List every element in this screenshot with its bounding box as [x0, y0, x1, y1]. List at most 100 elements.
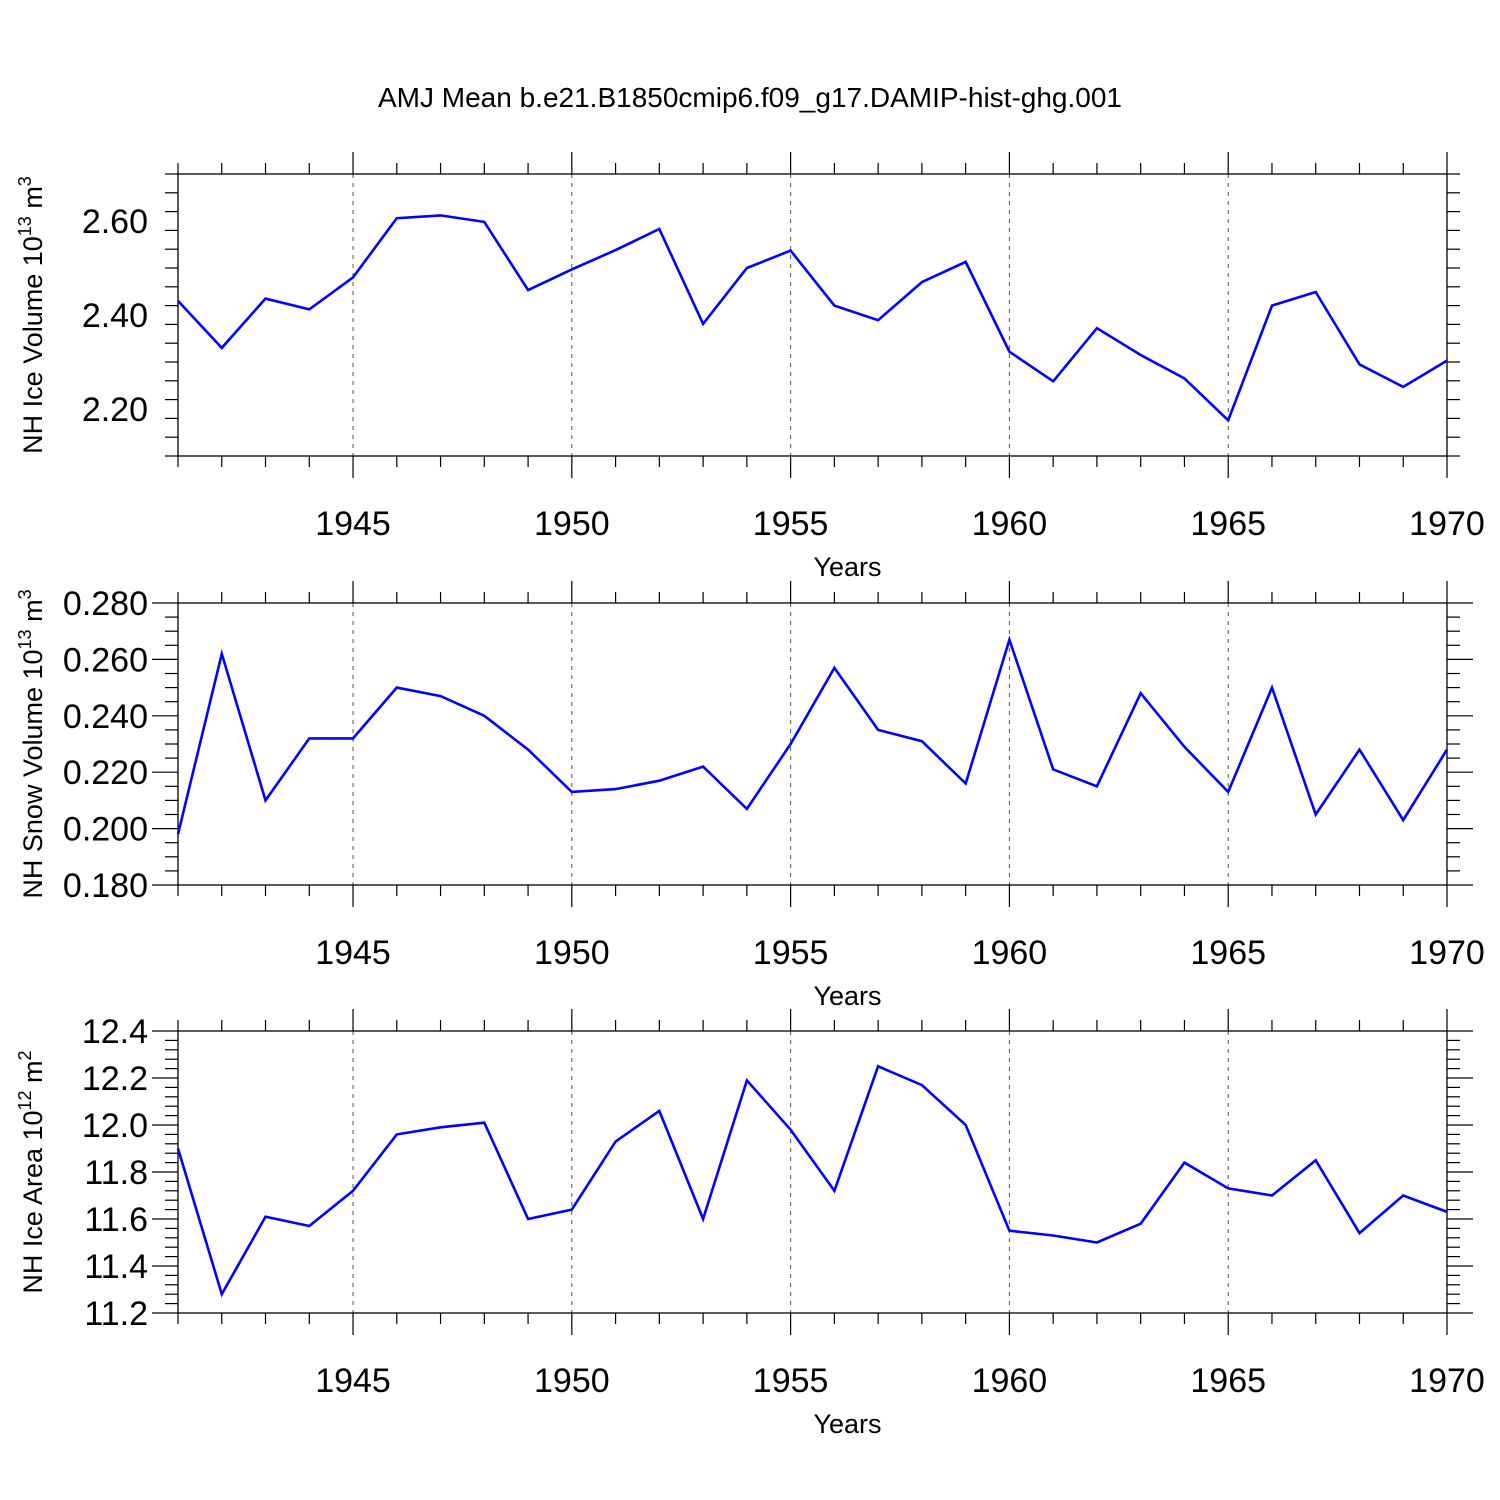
- ice-volume-data-point: [1314, 290, 1318, 294]
- ice-volume-data-point: [614, 248, 618, 252]
- snow-volume-data-point: [1445, 748, 1449, 752]
- x-tick-label: 1950: [534, 934, 610, 972]
- ice-area-data-point: [176, 1147, 180, 1151]
- ice-area-data-point: [1007, 1229, 1011, 1233]
- snow-volume-data-point: [745, 807, 749, 811]
- x-tick-label: 1970: [1409, 934, 1485, 972]
- ice-area-panel: 11.2 11.4 11.6 11.8 12.0 12.2 12.4 1945 1950 1955…: [15, 1009, 1485, 1439]
- plot-frame: [177, 173, 1448, 457]
- ice-area-data-point: [220, 1292, 224, 1296]
- ice-area-data-point: [439, 1125, 443, 1129]
- ice-area-data-point: [657, 1109, 661, 1113]
- ice-volume-data-point: [745, 266, 749, 270]
- snow-volume-panel: 0.180 0.200 0.220 0.240 0.260 0.280 1945 1950 19…: [15, 581, 1485, 1011]
- ice-area-data-point: [264, 1215, 268, 1219]
- snow-volume-data-point: [307, 736, 311, 740]
- ice-area-data-point: [1226, 1186, 1230, 1190]
- snow-volume-data-point: [1270, 686, 1274, 690]
- ice-area-data-point: [1182, 1161, 1186, 1165]
- ice-volume-data-point: [1357, 362, 1361, 366]
- snow-volume-data-point: [1226, 790, 1230, 794]
- snow-volume-data-point: [570, 790, 574, 794]
- ice-volume-data-point: [964, 260, 968, 264]
- ice-volume-data-point: [832, 304, 836, 308]
- ice-volume-series-line: [177, 214, 1448, 423]
- snow-volume-data-point: [964, 781, 968, 785]
- snow-volume-data-point: [176, 832, 180, 836]
- ice-area-data-point: [1095, 1241, 1099, 1245]
- plot-frame: [177, 1030, 1448, 1314]
- ice-volume-data-point: [395, 216, 399, 220]
- snow-volume-data-point: [264, 798, 268, 802]
- ice-area-data-point: [570, 1208, 574, 1212]
- ice-area-data-point: [307, 1224, 311, 1228]
- y-tick-label: 0.220: [63, 754, 148, 792]
- ice-area-data-point: [351, 1189, 355, 1193]
- x-tick-label: 1965: [1190, 934, 1266, 972]
- snow-volume-data-point: [1401, 818, 1405, 822]
- y-axis-title: NH Ice Area 1012 m2: [15, 1050, 48, 1293]
- x-tick-label: 1950: [534, 1362, 610, 1400]
- ice-volume-data-point: [1051, 379, 1055, 383]
- y-tick-label: 0.280: [63, 585, 148, 623]
- ice-area-data-point: [1139, 1222, 1143, 1226]
- x-tick-label: 1945: [315, 934, 391, 972]
- ice-area-data-point: [526, 1217, 530, 1221]
- y-tick-label: 2.40: [82, 297, 148, 335]
- snow-volume-data-point: [526, 748, 530, 752]
- ice-volume-data-point: [657, 227, 661, 231]
- ice-volume-data-point: [351, 275, 355, 279]
- ice-area-data-point: [832, 1189, 836, 1193]
- ice-area-data-point: [395, 1132, 399, 1136]
- x-tick-label: 1970: [1409, 505, 1485, 543]
- y-tick-label: 12.2: [82, 1060, 148, 1098]
- ice-volume-data-point: [1182, 376, 1186, 380]
- ice-volume-data-point: [570, 267, 574, 271]
- ice-volume-data-point: [1095, 326, 1099, 330]
- ice-area-data-point: [1270, 1194, 1274, 1198]
- x-axis-title: Years: [813, 1409, 881, 1439]
- ice-volume-data-point: [1226, 418, 1230, 422]
- ice-area-data-point: [1445, 1210, 1449, 1214]
- ice-volume-data-point: [176, 299, 180, 303]
- y-tick-label: 11.4: [84, 1248, 148, 1286]
- plot-frame: [177, 602, 1448, 886]
- ice-volume-data-point: [264, 297, 268, 301]
- snow-volume-data-point: [1051, 767, 1055, 771]
- ice-volume-data-point: [789, 249, 793, 253]
- x-tick-label: 1960: [972, 934, 1048, 972]
- x-tick-label: 1950: [534, 505, 610, 543]
- snow-volume-data-point: [876, 728, 880, 732]
- snow-volume-data-point: [482, 714, 486, 718]
- ice-area-data-point: [876, 1064, 880, 1068]
- snow-volume-data-point: [220, 652, 224, 656]
- ice-volume-data-point: [482, 220, 486, 224]
- ice-volume-panel: 2.20 2.40 2.60 1945 1950 1955 1960 1965 1970 Year…: [15, 152, 1485, 582]
- y-axis-title: NH Snow Volume 1013 m3: [15, 589, 48, 898]
- snow-volume-data-point: [789, 742, 793, 746]
- x-axis-title: Years: [813, 552, 881, 582]
- ice-area-data-point: [1051, 1233, 1055, 1237]
- x-tick-label: 1955: [753, 934, 829, 972]
- ice-volume-data-point: [439, 213, 443, 217]
- y-tick-label: 11.6: [84, 1201, 148, 1239]
- ice-area-data-point: [482, 1121, 486, 1125]
- snow-volume-data-point: [614, 787, 618, 791]
- x-tick-label: 1965: [1190, 505, 1266, 543]
- ice-area-data-point: [745, 1078, 749, 1082]
- snow-volume-data-point: [439, 694, 443, 698]
- ice-volume-data-point: [1007, 350, 1011, 354]
- y-tick-label: 12.0: [82, 1107, 148, 1145]
- x-tick-label: 1960: [972, 1362, 1048, 1400]
- snow-volume-data-point: [395, 686, 399, 690]
- ice-volume-data-point: [1270, 304, 1274, 308]
- snow-volume-data-point: [832, 666, 836, 670]
- snow-volume-data-point: [920, 739, 924, 743]
- y-tick-label: 0.260: [63, 641, 148, 679]
- ice-area-data-point: [1314, 1158, 1318, 1162]
- ice-area-data-point: [964, 1123, 968, 1127]
- ice-area-data-point: [701, 1217, 705, 1221]
- ice-volume-data-point: [1401, 385, 1405, 389]
- y-tick-label: 2.20: [82, 391, 148, 429]
